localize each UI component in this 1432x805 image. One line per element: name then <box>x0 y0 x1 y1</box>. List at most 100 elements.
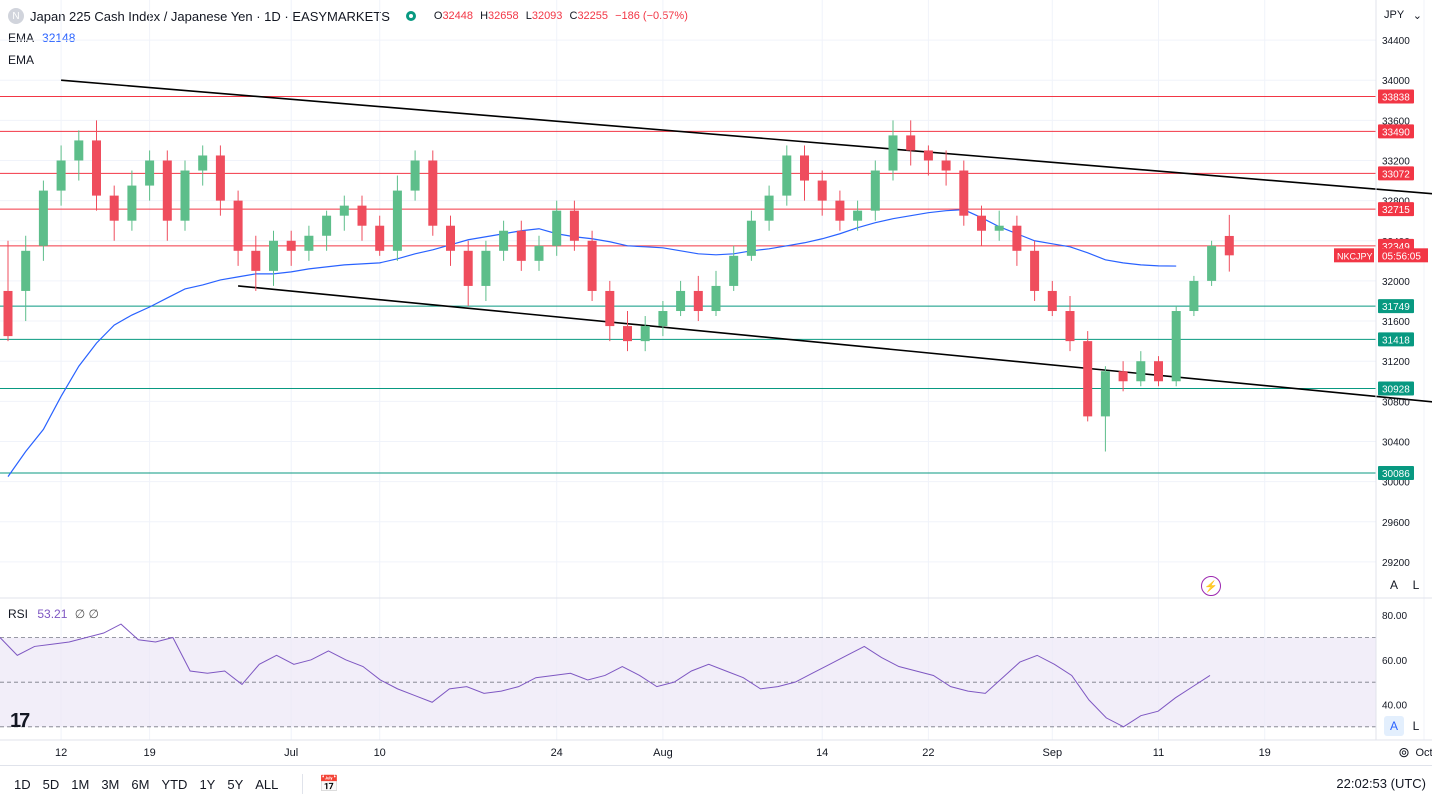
range-1d[interactable]: 1D <box>14 776 31 792</box>
symbol-title[interactable]: Japan 225 Cash Index / Japanese Yen · 1D… <box>30 8 390 24</box>
level-tag <box>1378 124 1414 139</box>
candle <box>923 145 933 176</box>
range-3m[interactable]: 3M <box>101 776 120 792</box>
range-5y[interactable]: 5Y <box>227 776 244 792</box>
range-1y[interactable]: 1Y <box>199 776 216 792</box>
price-tick-label: 31600 <box>1382 317 1410 328</box>
time-tick-label: 19 <box>1259 747 1271 759</box>
time-tick-label: 19 <box>143 747 155 759</box>
candle-body <box>888 135 898 171</box>
time-tick-label: 22 <box>922 747 934 759</box>
candle <box>746 210 756 261</box>
candle <box>127 170 137 231</box>
candle <box>74 130 84 181</box>
range-5d[interactable]: 5D <box>42 776 60 792</box>
range-6m[interactable]: 6M <box>131 776 150 792</box>
date-range-calendar-icon[interactable]: 📅 <box>319 776 340 793</box>
candle <box>1171 306 1181 387</box>
auto-scale-button[interactable]: A <box>1389 578 1398 592</box>
candle <box>534 235 544 271</box>
candle-body <box>711 285 721 312</box>
rsi-tick-label: 60.00 <box>1382 656 1407 667</box>
range-all[interactable]: ALL <box>255 776 279 792</box>
candle-body <box>552 210 562 246</box>
candle <box>410 150 420 201</box>
candle-body <box>3 290 13 337</box>
divider <box>302 774 304 794</box>
price-tick-label: 30400 <box>1382 437 1410 448</box>
candle <box>941 150 951 186</box>
range-1m[interactable]: 1M <box>71 776 90 792</box>
candle <box>800 145 809 201</box>
log-scale-button[interactable]: L <box>1412 578 1420 592</box>
candle-body <box>870 170 880 211</box>
candle <box>888 120 898 181</box>
level-tag-label: 33838 <box>1382 92 1410 103</box>
ticker-symbol-tag <box>1334 248 1374 263</box>
candle-body <box>941 160 951 171</box>
candle <box>729 245 739 291</box>
candle <box>1047 280 1057 317</box>
candle <box>552 200 562 256</box>
candle-body <box>446 225 455 251</box>
candle-body <box>569 210 579 241</box>
lightning-icon[interactable]: ⚡ <box>1201 576 1221 596</box>
candle-body <box>499 230 509 251</box>
candle <box>587 230 597 301</box>
candle <box>693 275 703 322</box>
candle <box>145 150 155 201</box>
rsi-auto-scale-button[interactable]: A <box>1384 716 1404 736</box>
candle-body <box>1207 245 1217 281</box>
price-tick-label: 34400 <box>1382 36 1410 47</box>
ohlc-values: O32448 H32658 L32093 C32255 −186 (−0.57%… <box>433 10 688 22</box>
candle-body <box>1136 361 1146 382</box>
candle <box>339 195 349 231</box>
candle <box>481 240 491 301</box>
channel-lower-line <box>238 285 1432 403</box>
price-chart[interactable]: 3440034000336003320032800324003200031600… <box>0 0 1432 765</box>
candle-body <box>1065 311 1075 342</box>
rsi-line <box>0 623 1211 728</box>
candle-body <box>977 215 986 231</box>
candle <box>1154 356 1163 387</box>
candle <box>109 185 119 241</box>
candle <box>428 150 438 236</box>
candle-body <box>269 240 278 271</box>
level-tag-label: 31418 <box>1382 335 1410 346</box>
time-tick-label: 14 <box>816 747 828 759</box>
range-ytd[interactable]: YTD <box>161 776 188 792</box>
candle-body <box>1030 250 1040 291</box>
clock[interactable]: 22:02:53 (UTC) <box>1336 776 1426 791</box>
price-tick-label: 29600 <box>1382 518 1410 529</box>
candle <box>1207 240 1217 286</box>
candle-body <box>1012 225 1022 251</box>
time-tick-label: Jul <box>284 747 298 759</box>
rsi-value: 53.21 <box>37 607 68 621</box>
candle <box>764 185 774 231</box>
level-tag <box>1378 89 1414 104</box>
candle <box>304 225 314 261</box>
rsi-legend[interactable]: RSI 53.21 ∅ ∅ <box>8 607 99 621</box>
candle-body <box>410 160 420 191</box>
candle <box>516 220 526 271</box>
time-tick-label: Sep <box>1043 747 1063 759</box>
level-tag-label: 33072 <box>1382 169 1410 180</box>
candle-body <box>463 250 473 286</box>
candle <box>835 190 845 231</box>
candle <box>1224 214 1234 272</box>
settings-gear-icon[interactable]: ⊚ <box>1398 743 1410 760</box>
candle-body <box>251 250 261 271</box>
candle <box>286 230 296 266</box>
indicator-ema-1[interactable]: EMA 32148 <box>8 31 76 45</box>
candle <box>21 235 31 322</box>
candle <box>162 150 172 241</box>
price-tick-label: 30800 <box>1382 397 1410 408</box>
candle <box>215 145 225 216</box>
candle-body <box>1083 341 1093 417</box>
level-tag <box>1378 299 1414 314</box>
candle-body <box>623 326 632 342</box>
countdown-label: 05:56:05 <box>1382 251 1421 262</box>
rsi-log-scale-button[interactable]: L <box>1412 719 1420 733</box>
indicator-ema-2[interactable]: EMA <box>8 53 35 67</box>
currency-selector[interactable]: JPY ⌄ <box>1384 9 1422 22</box>
